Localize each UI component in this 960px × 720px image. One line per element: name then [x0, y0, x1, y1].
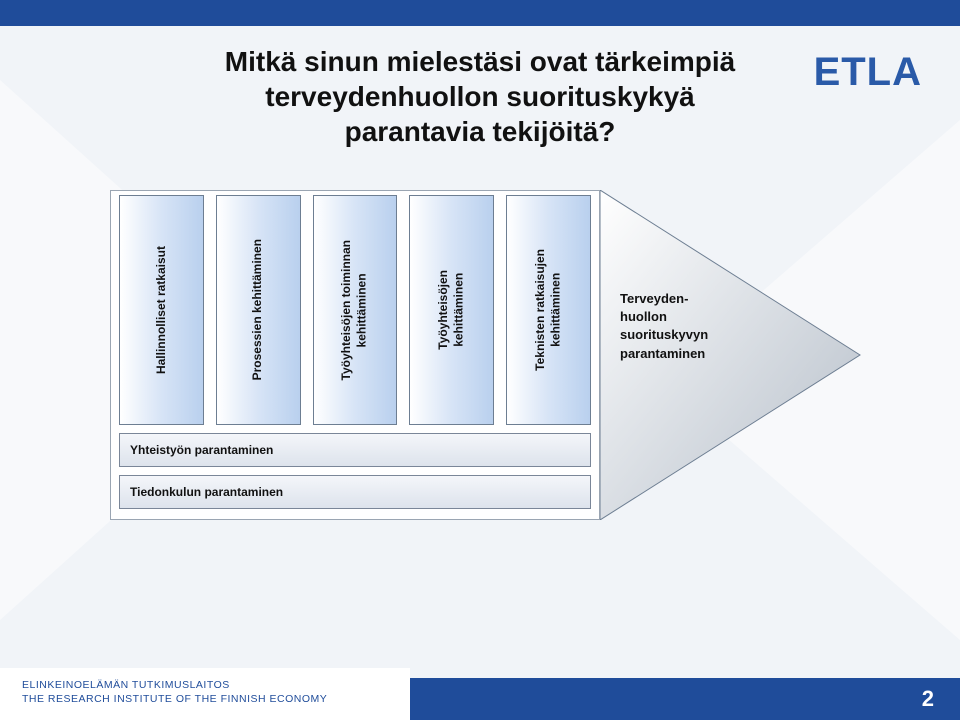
bar-5-label: Teknisten ratkaisujen kehittäminen: [533, 249, 564, 371]
bar-2: Prosessien kehittäminen: [216, 195, 301, 425]
footer-row-1-label: Yhteistyön parantaminen: [130, 443, 273, 457]
bar-2-label: Prosessien kehittäminen: [250, 239, 266, 380]
title-line-1: Mitkä sinun mielestäsi ovat tärkeimpiä: [225, 46, 735, 77]
slide-footer: ELINKEINOELÄMÄN TUTKIMUSLAITOS THE RESEA…: [0, 668, 960, 720]
bars-row: Hallinnolliset ratkaisut Prosessien kehi…: [119, 195, 591, 425]
bar-3-label: Työyhteisöjen toiminnan kehittäminen: [339, 240, 370, 380]
top-bar: [0, 0, 960, 26]
slide-title: Mitkä sinun mielestäsi ovat tärkeimpiä t…: [0, 44, 960, 149]
title-line-3: parantavia tekijöitä?: [345, 116, 616, 147]
page-number: 2: [922, 686, 934, 712]
footer-row-2: Tiedonkulun parantaminen: [119, 475, 591, 509]
footer-row-2-label: Tiedonkulun parantaminen: [130, 485, 283, 499]
footer-org-fi: ELINKEINOELÄMÄN TUTKIMUSLAITOS: [22, 678, 396, 692]
footer-org: ELINKEINOELÄMÄN TUTKIMUSLAITOS THE RESEA…: [0, 668, 410, 720]
bar-5: Teknisten ratkaisujen kehittäminen: [506, 195, 591, 425]
footer-org-en: THE RESEARCH INSTITUTE OF THE FINNISH EC…: [22, 692, 396, 706]
diagram: Terveyden- huollon suorituskyvyn paranta…: [110, 190, 870, 520]
bar-4: Työyhteisöjen kehittäminen: [409, 195, 494, 425]
title-line-2: terveydenhuollon suorituskykyä: [265, 81, 694, 112]
diagram-left-block: Hallinnolliset ratkaisut Prosessien kehi…: [110, 190, 600, 520]
arrow-label: Terveyden- huollon suorituskyvyn paranta…: [620, 290, 760, 363]
bar-4-label: Työyhteisöjen kehittäminen: [436, 270, 467, 350]
bar-1-label: Hallinnolliset ratkaisut: [154, 246, 170, 374]
footer-page-bar: 2: [410, 678, 960, 720]
footer-row-1: Yhteistyön parantaminen: [119, 433, 591, 467]
bar-3: Työyhteisöjen toiminnan kehittäminen: [313, 195, 398, 425]
bar-1: Hallinnolliset ratkaisut: [119, 195, 204, 425]
